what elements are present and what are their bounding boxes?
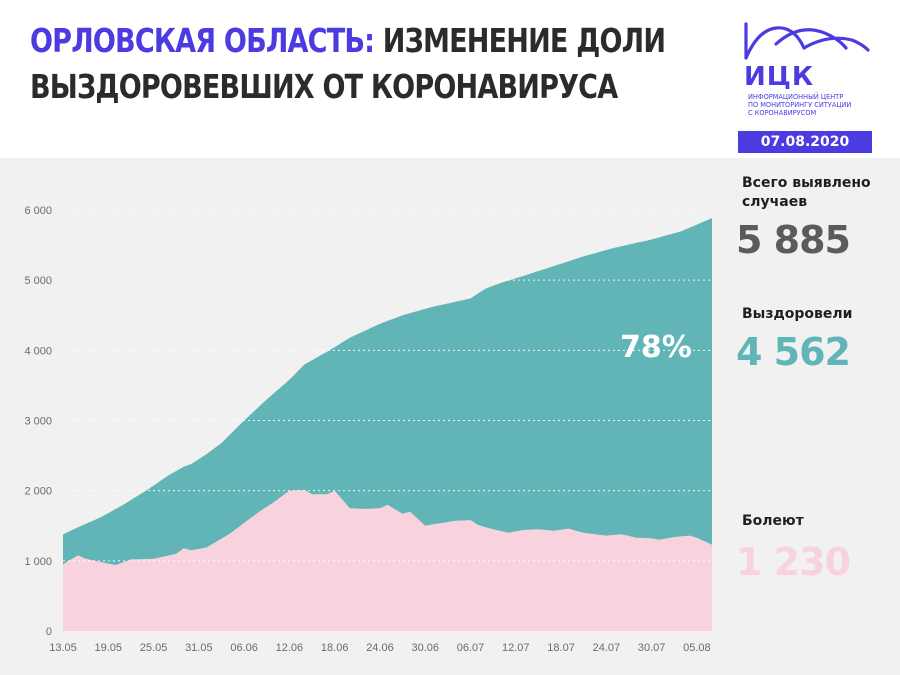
title-region: Орловская область: bbox=[30, 21, 375, 60]
icc-logo: ИЦК Информационный центр по мониторингу … bbox=[742, 18, 882, 128]
logo-wave-icon bbox=[744, 22, 870, 60]
chart-panel: 0 1 000 2 000 3 000 4 000 5 000 6 000 13.05 19.0… bbox=[0, 158, 900, 675]
recovered-value: 4 562 bbox=[736, 330, 851, 374]
x-tick-label: 24.06 bbox=[366, 642, 394, 654]
x-tick-label: 18.06 bbox=[321, 642, 349, 654]
recovered-area bbox=[63, 218, 712, 631]
x-tick-label: 05.08 bbox=[683, 642, 711, 654]
page-title: Орловская область: изменение доли выздор… bbox=[30, 18, 666, 110]
y-tick-label: 0 bbox=[46, 626, 52, 638]
y-tick-label: 5 000 bbox=[24, 275, 52, 287]
y-tick-label: 6 000 bbox=[24, 205, 52, 217]
area-chart: 0 1 000 2 000 3 000 4 000 5 000 6 000 13.05 19.0… bbox=[24, 205, 712, 654]
y-tick-label: 3 000 bbox=[24, 416, 52, 428]
x-tick-label: 31.05 bbox=[185, 642, 213, 654]
sick-area bbox=[63, 490, 712, 631]
y-tick-label: 2 000 bbox=[24, 486, 52, 498]
x-tick-label: 30.06 bbox=[411, 642, 439, 654]
x-tick-label: 06.06 bbox=[230, 642, 258, 654]
x-tick-label: 19.05 bbox=[95, 642, 123, 654]
title-rest: изменение доли bbox=[382, 21, 666, 60]
x-tick-label: 12.07 bbox=[502, 642, 530, 654]
logo-word: ИЦК bbox=[744, 62, 815, 92]
sick-label: Болеют bbox=[742, 513, 804, 529]
total-cases-label: Всего выявлено случаев bbox=[742, 175, 871, 210]
x-tick-label: 13.05 bbox=[49, 642, 77, 654]
sick-value: 1 230 bbox=[736, 540, 851, 584]
x-tick-label: 25.05 bbox=[140, 642, 168, 654]
x-tick-label: 12.06 bbox=[276, 642, 304, 654]
recovered-share-label: 78% bbox=[620, 330, 692, 365]
title-line-1: Орловская область: изменение доли bbox=[30, 18, 666, 64]
x-tick-label: 18.07 bbox=[547, 642, 575, 654]
x-tick-label: 06.07 bbox=[457, 642, 485, 654]
y-tick-label: 4 000 bbox=[24, 345, 52, 357]
recovered-label: Выздоровели bbox=[742, 306, 853, 322]
total-cases-value: 5 885 bbox=[736, 218, 851, 262]
date-badge: 07.08.2020 bbox=[738, 131, 872, 153]
x-tick-label: 30.07 bbox=[638, 642, 666, 654]
y-tick-label: 1 000 bbox=[24, 556, 52, 568]
x-tick-label: 24.07 bbox=[593, 642, 621, 654]
title-line-2: выздоровевших от коронавируса bbox=[30, 67, 618, 106]
logo-subtitle: Информационный центр по мониторингу ситу… bbox=[748, 93, 852, 117]
